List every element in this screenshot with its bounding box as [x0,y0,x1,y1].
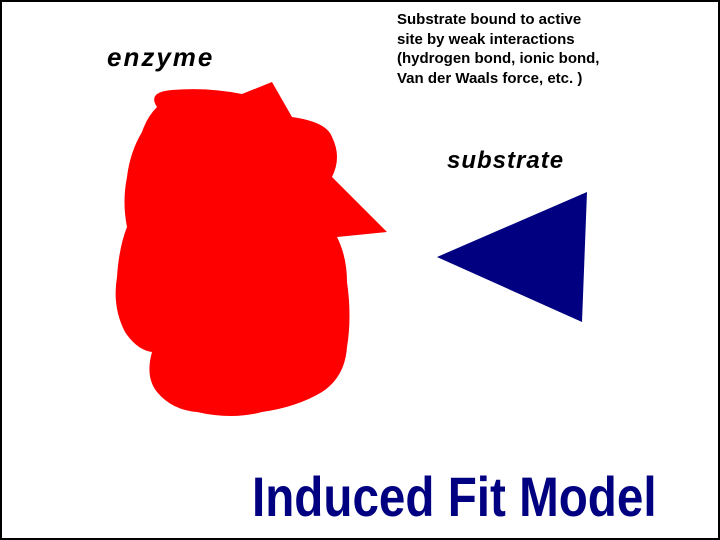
enzyme-blob-icon [97,82,387,422]
substrate-triangle-icon [432,187,592,327]
caption-text: Substrate bound to active site by weak i… [397,10,657,88]
substrate-shape [432,187,592,327]
enzyme-label: enzyme [107,42,214,73]
caption-line-3: (hydrogen bond, ionic bond, [397,49,657,69]
caption-line-1: Substrate bound to active [397,10,657,30]
enzyme-path [116,82,387,416]
caption-line-2: site by weak interactions [397,30,657,50]
title-label: Induced Fit Model [252,464,657,529]
caption-line-4: Van der Waals force, etc. ) [397,69,657,89]
substrate-label: substrate [447,147,564,175]
substrate-path [437,192,587,322]
enzyme-shape [97,82,387,422]
